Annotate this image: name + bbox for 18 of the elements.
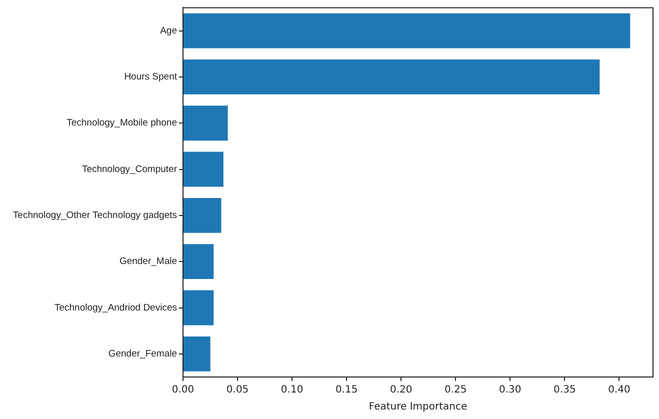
x-tick-label: 0.20	[390, 384, 412, 396]
x-tick-label: 0.30	[499, 384, 522, 396]
x-tick-label: 0.00	[172, 384, 194, 396]
y-tick-label: Technology_Mobile phone	[66, 118, 177, 129]
y-tick-label: Gender_Male	[119, 256, 177, 268]
x-tick-label: 0.40	[608, 384, 630, 396]
x-tick-label: 0.25	[444, 384, 467, 396]
x-tick-label: 0.10	[280, 384, 304, 396]
x-tick-label: 0.15	[335, 384, 358, 396]
y-tick-label: Technology_Andriod Devices	[54, 302, 178, 314]
y-tick-label: Age	[160, 25, 177, 36]
y-tick-label: Gender_Female	[108, 348, 177, 360]
x-tick-label: 0.35	[554, 384, 576, 396]
x-axis-title: Feature Importance	[368, 402, 468, 413]
y-tick-label: Hours Spent	[124, 72, 178, 83]
y-tick-label: Technology_Other Technology gadgets	[12, 210, 178, 222]
y-tick-label: Technology_Computer	[82, 164, 177, 175]
x-tick-label: 0.05	[226, 384, 249, 396]
